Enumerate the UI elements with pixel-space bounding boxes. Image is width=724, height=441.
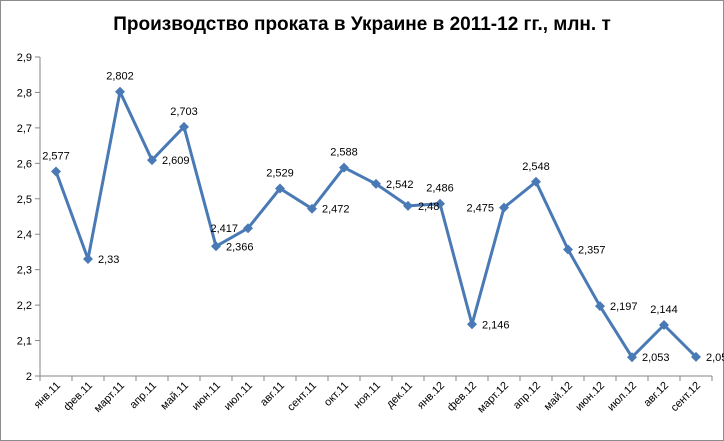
y-tick-label: 2,8 bbox=[17, 87, 32, 99]
x-tick-label: март.12 bbox=[475, 380, 511, 416]
data-point bbox=[499, 202, 509, 213]
x-tick-label: янв.12 bbox=[415, 380, 447, 412]
data-label: 2,486 bbox=[426, 183, 454, 195]
data-markers bbox=[51, 86, 701, 363]
data-label: 2,529 bbox=[266, 167, 294, 179]
axes bbox=[39, 57, 712, 377]
data-point bbox=[211, 241, 221, 252]
data-label: 2,054 bbox=[706, 352, 724, 364]
x-tick-label: апр.11 bbox=[128, 380, 160, 412]
y-tick-label: 2,7 bbox=[17, 123, 32, 135]
x-tick-label: сент.12 bbox=[669, 380, 704, 415]
data-point bbox=[467, 319, 477, 330]
data-point bbox=[627, 352, 637, 363]
x-tick-label: июл.12 bbox=[605, 380, 639, 414]
data-point bbox=[595, 301, 605, 312]
y-tick-label: 2,5 bbox=[17, 194, 32, 206]
data-point bbox=[563, 244, 573, 255]
x-tick-label: фев.12 bbox=[445, 380, 479, 414]
data-point bbox=[83, 254, 93, 265]
data-point bbox=[339, 162, 349, 173]
data-point bbox=[403, 200, 413, 211]
x-tick-label: июн.12 bbox=[573, 380, 607, 414]
data-label: 2,48 bbox=[418, 201, 439, 213]
x-tick-label: март.11 bbox=[92, 380, 127, 415]
x-tick-label: янв.11 bbox=[32, 380, 63, 411]
data-point bbox=[115, 86, 125, 97]
x-tick-label: май.11 bbox=[158, 380, 191, 413]
data-point bbox=[307, 203, 317, 214]
data-point bbox=[51, 166, 61, 177]
data-point bbox=[243, 223, 253, 234]
y-tick-label: 2,9 bbox=[17, 52, 32, 64]
data-label: 2,542 bbox=[386, 179, 414, 191]
y-tick-labels: 2 2,1 2,2 2,3 2,4 2,5 2,6 2,7 2,8 2,9 bbox=[17, 52, 40, 383]
x-tick-label: июл.11 bbox=[222, 380, 255, 413]
y-tick-label: 2,1 bbox=[17, 336, 32, 348]
data-label: 2,588 bbox=[330, 147, 358, 159]
data-point bbox=[691, 351, 701, 362]
data-label: 2,609 bbox=[162, 155, 190, 167]
data-point bbox=[147, 155, 157, 166]
data-point bbox=[275, 183, 285, 194]
x-tick-label: сент.11 bbox=[285, 380, 319, 414]
x-tick-label: апр.12 bbox=[511, 380, 543, 412]
y-tick-label: 2 bbox=[26, 371, 32, 383]
data-label: 2,703 bbox=[170, 106, 198, 118]
data-point bbox=[371, 178, 381, 189]
data-label: 2,472 bbox=[322, 204, 350, 216]
data-label: 2,577 bbox=[42, 150, 70, 162]
y-tick-label: 2,4 bbox=[17, 229, 32, 241]
x-tick-label: ноя.11 bbox=[352, 380, 384, 412]
data-label: 2,417 bbox=[210, 223, 238, 235]
chart-title: Производство проката в Украине в 2011-12… bbox=[113, 14, 611, 35]
data-labels: 2,577 2,33 2,802 2,609 2,703 2,366 2,417 2,529 2… bbox=[42, 71, 724, 364]
data-label: 2,357 bbox=[578, 244, 606, 256]
data-label: 2,33 bbox=[98, 254, 119, 266]
data-label: 2,146 bbox=[482, 319, 510, 331]
data-label: 2,475 bbox=[466, 203, 494, 215]
y-tick-label: 2,3 bbox=[17, 265, 32, 277]
data-point bbox=[435, 198, 445, 209]
series-line bbox=[54, 90, 698, 359]
data-label: 2,053 bbox=[642, 352, 670, 364]
data-point bbox=[179, 121, 189, 132]
x-tick-label: авг.12 bbox=[641, 380, 671, 410]
data-point bbox=[531, 176, 541, 187]
y-tick-label: 2,2 bbox=[17, 300, 32, 312]
x-tick-label: фев.11 bbox=[62, 380, 96, 414]
data-label: 2,802 bbox=[106, 71, 134, 83]
x-tick-label: дек.11 bbox=[384, 380, 415, 411]
data-label: 2,144 bbox=[650, 304, 678, 316]
data-point bbox=[659, 319, 669, 330]
x-tick-label: июн.11 bbox=[190, 380, 223, 413]
data-label: 2,548 bbox=[522, 161, 550, 173]
y-tick-label: 2,6 bbox=[17, 158, 32, 170]
x-tick-label: май.12 bbox=[542, 380, 575, 413]
data-label: 2,366 bbox=[226, 241, 254, 253]
x-tick-label: окт.11 bbox=[322, 380, 351, 409]
data-label: 2,197 bbox=[610, 301, 638, 313]
x-tick-label: авг.11 bbox=[258, 380, 287, 409]
